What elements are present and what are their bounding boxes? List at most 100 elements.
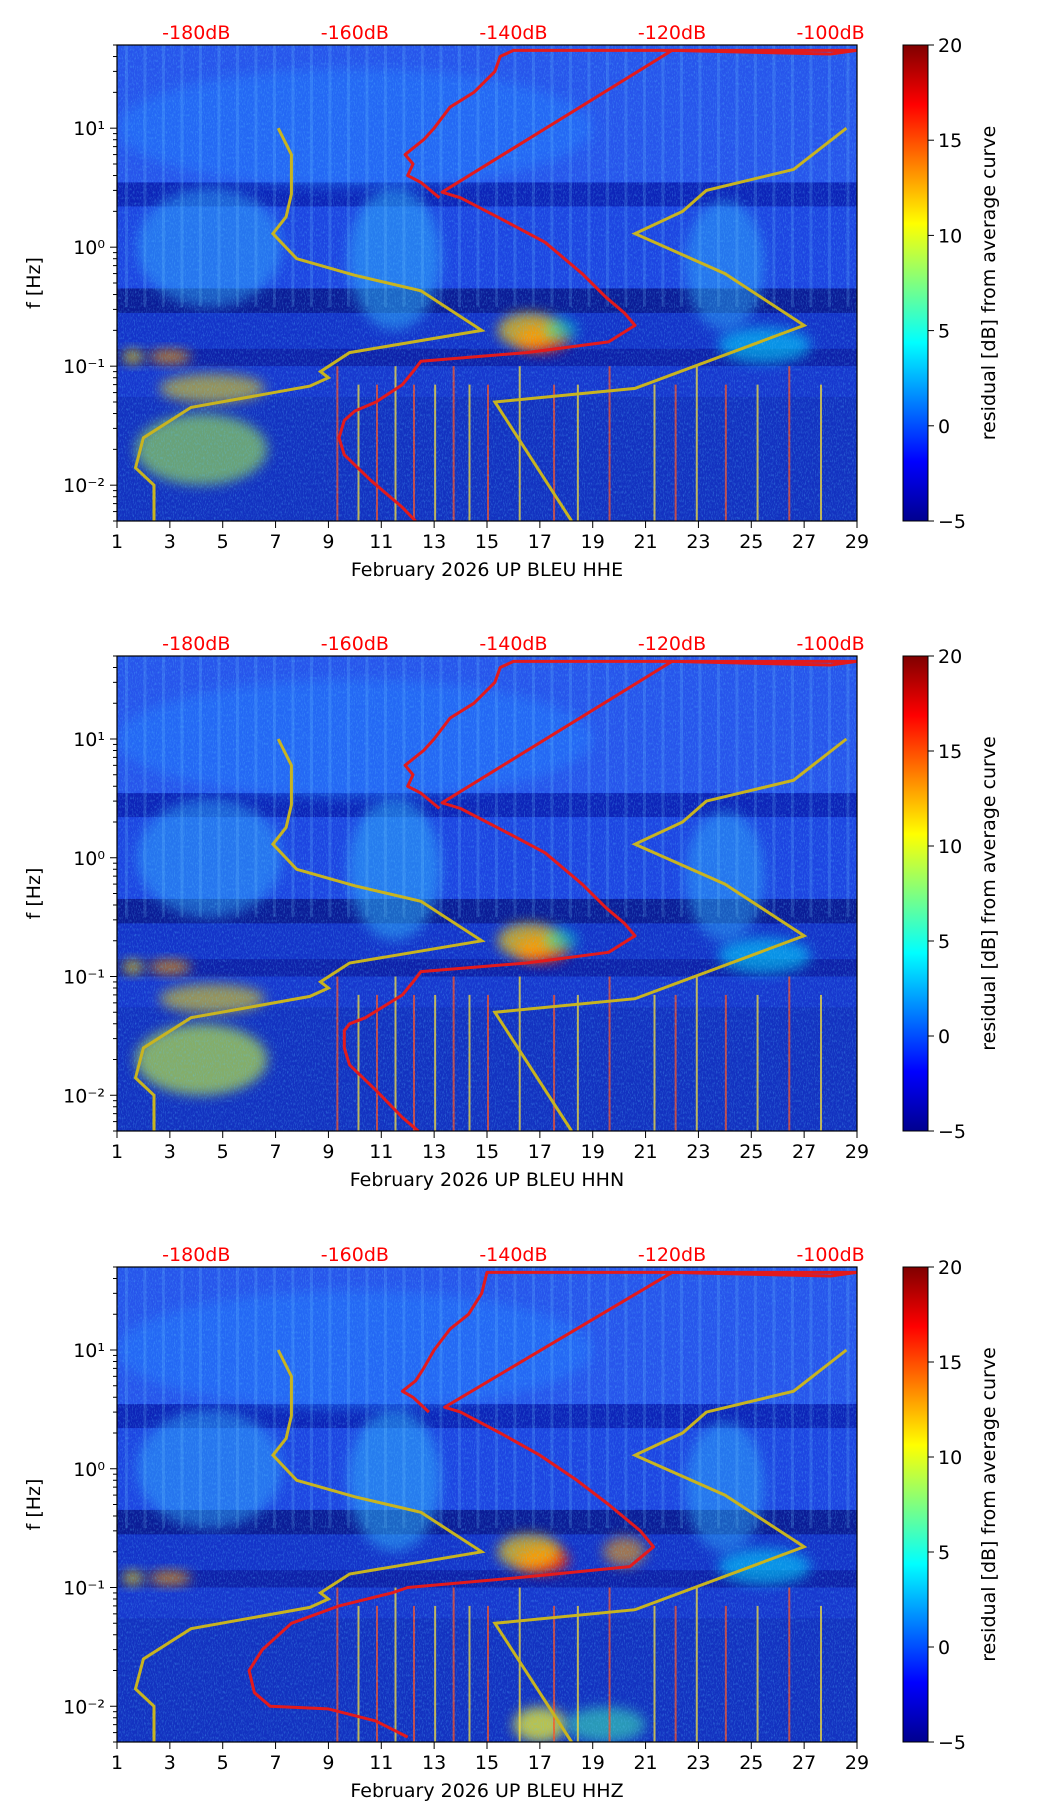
x-tick-label: 13 (422, 1752, 446, 1774)
x-tick-label: 17 (528, 1752, 552, 1774)
x-tick-label: 23 (686, 1752, 710, 1774)
db-scale-label: -100dB (796, 1244, 864, 1266)
db-scale-label: -140dB (479, 633, 547, 655)
y-tick-label: 10⁰ (73, 848, 105, 870)
x-tick-label: 5 (217, 1141, 229, 1163)
y-tick-label: 10⁰ (73, 237, 105, 259)
heatmap-grain (117, 45, 857, 521)
db-scale-label: -120dB (638, 1244, 706, 1266)
x-tick-label: 27 (792, 531, 816, 553)
x-tick-label: 29 (845, 1752, 869, 1774)
x-tick-label: 13 (422, 531, 446, 553)
x-tick-label: 23 (686, 1141, 710, 1163)
y-tick-label: 10¹ (73, 1340, 105, 1362)
colorbar-tick-label: 20 (938, 646, 962, 668)
colorbar-label: residual [dB] from average curve (978, 1347, 1000, 1662)
colorbar-tick-label: 5 (938, 1542, 950, 1564)
colorbar: −5 0 5 10 15 20 residual [dB] from average cur… (902, 35, 1000, 533)
x-tick-label: 3 (164, 1141, 176, 1163)
db-scale-label: -180dB (162, 1244, 230, 1266)
x-tick-label: 19 (581, 1752, 605, 1774)
x-tick-label: 23 (686, 531, 710, 553)
x-tick-label: 15 (475, 1752, 499, 1774)
x-axis-label: February 2026 UP BLEU HHZ (350, 1780, 623, 1802)
x-tick-label: 21 (633, 1752, 657, 1774)
x-tick-label: 7 (270, 531, 282, 553)
time-streak (865, 45, 868, 307)
x-tick-label: 21 (633, 1141, 657, 1163)
colorbar: −5 0 5 10 15 20 residual [dB] from average cur… (902, 646, 1000, 1143)
x-tick-label: 15 (475, 1141, 499, 1163)
x-tick-label: 9 (322, 531, 334, 553)
time-streak (865, 656, 868, 917)
x-tick-label: 3 (164, 531, 176, 553)
y-tick-label: 10⁻¹ (63, 967, 105, 989)
colorbar-tick-label: 5 (938, 321, 950, 343)
colorbar: −5 0 5 10 15 20 residual [dB] from average cur… (902, 1257, 1000, 1754)
colorbar-tick-label: 20 (938, 1257, 962, 1279)
y-tick-label: 10⁻¹ (63, 356, 105, 378)
db-scale-label: -120dB (638, 22, 706, 44)
spectrogram-panel-3: 1 3 5 7 9 11 13 15 17 19 21 23 25 27 2910⁻²10⁻¹10⁰10¹-… (23, 1244, 1000, 1802)
x-tick-label: 19 (581, 531, 605, 553)
db-scale-label: -160dB (321, 1244, 389, 1266)
x-tick-label: 27 (792, 1141, 816, 1163)
y-tick-label: 10⁰ (73, 1459, 105, 1481)
db-scale-label: -140dB (479, 22, 547, 44)
reference-psd-line (337, 48, 857, 521)
low-noise-model-line (133, 1349, 486, 1742)
x-tick-label: 7 (270, 1141, 282, 1163)
x-tick-label: 9 (322, 1752, 334, 1774)
x-tick-label: 3 (164, 1752, 176, 1774)
y-tick-label: 10⁻¹ (63, 1578, 105, 1600)
y-tick-label: 10¹ (73, 118, 105, 140)
x-tick-label: 1 (111, 1752, 123, 1774)
x-tick-label: 27 (792, 1752, 816, 1774)
colorbar-tick-label: 20 (938, 35, 962, 57)
y-tick-label: 10⁻² (63, 1085, 105, 1107)
y-axis-label: f [Hz] (23, 1479, 45, 1531)
colorbar-gradient (902, 655, 929, 1132)
colorbar-label: residual [dB] from average curve (978, 126, 1000, 441)
high-noise-model-line (492, 127, 848, 521)
colorbar-tick-label: 10 (938, 1447, 962, 1469)
colorbar-tick-label: 10 (938, 836, 962, 858)
y-axis-label: f [Hz] (23, 257, 45, 309)
colorbar-tick-label: 0 (938, 1637, 950, 1659)
spectrogram-panel-2: 1 3 5 7 9 11 13 15 17 19 21 23 25 27 2910⁻²10⁻¹10⁰10¹-… (23, 633, 1000, 1191)
x-tick-label: 7 (270, 1752, 282, 1774)
heatmap-field (117, 1267, 868, 1742)
x-tick-label: 5 (217, 1752, 229, 1774)
colorbar-tick-label: 10 (938, 225, 962, 247)
heatmap-field (117, 45, 868, 521)
x-tick-label: 11 (369, 531, 393, 553)
colorbar-tick-label: 0 (938, 1026, 950, 1048)
colorbar-tick-label: 0 (938, 416, 950, 438)
db-scale-label: -160dB (321, 22, 389, 44)
y-tick-label: 10⁻² (63, 475, 105, 497)
colorbar-gradient (902, 44, 929, 522)
x-tick-label: 13 (422, 1141, 446, 1163)
heatmap-grain (117, 656, 857, 1131)
x-tick-label: 25 (739, 1752, 763, 1774)
x-tick-label: 11 (369, 1752, 393, 1774)
x-tick-label: 29 (845, 1141, 869, 1163)
x-tick-label: 1 (111, 531, 123, 553)
x-tick-label: 11 (369, 1141, 393, 1163)
db-scale-label: -180dB (162, 22, 230, 44)
x-tick-label: 25 (739, 531, 763, 553)
x-tick-label: 17 (528, 531, 552, 553)
db-scale-label: -160dB (321, 633, 389, 655)
colorbar-tick-label: −5 (938, 511, 966, 533)
time-streak (865, 1267, 868, 1528)
db-scale-label: -120dB (638, 633, 706, 655)
db-scale-label: -100dB (796, 22, 864, 44)
curves-layer (133, 1270, 857, 1742)
reference-psd-line (342, 659, 857, 1131)
colorbar-label: residual [dB] from average curve (978, 736, 1000, 1051)
heatmap-grain (117, 1267, 857, 1742)
x-tick-label: 21 (633, 531, 657, 553)
x-tick-label: 15 (475, 531, 499, 553)
x-tick-label: 17 (528, 1141, 552, 1163)
